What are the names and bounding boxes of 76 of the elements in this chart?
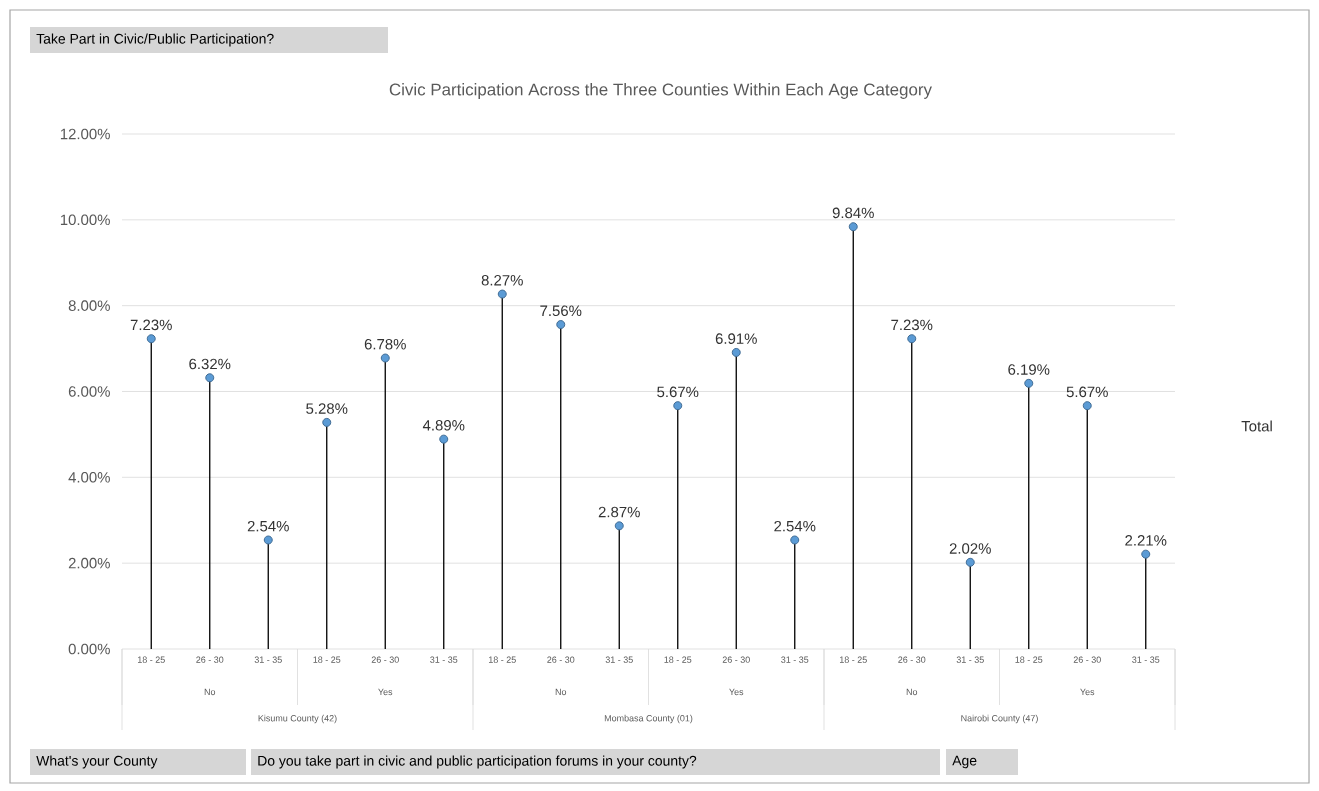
y-tick-label: 4.00% (68, 472, 110, 483)
chart-title: Civic Participation Across the Three Counties Within Each Age Category (389, 83, 932, 99)
y-tick-label: 10.00% (60, 214, 110, 226)
text: Age (952, 755, 977, 769)
point (146, 334, 156, 344)
text: Yes (1080, 688, 1095, 696)
x-tick-label: 31 - 35 (605, 656, 633, 663)
data-label: 2.54% (247, 520, 289, 532)
data-label: 5.67% (657, 386, 699, 398)
point (205, 373, 215, 383)
data-label: 6.32% (189, 358, 231, 370)
x-tick-label: 18 - 25 (488, 656, 516, 663)
x-tick-label: 31 - 35 (254, 656, 282, 663)
x-tick-label: 26 - 30 (371, 656, 399, 663)
point (848, 222, 858, 232)
data-label: 7.23% (891, 319, 933, 331)
x-tick-label: 31 - 35 (1132, 656, 1160, 663)
text: Yes (378, 688, 393, 696)
x-tick-label: 31 - 35 (956, 656, 984, 663)
point (263, 535, 273, 545)
point (1141, 549, 1151, 559)
y-tick-label: 6.00% (68, 386, 110, 397)
x-tick-label: 26 - 30 (196, 656, 224, 663)
point (556, 320, 566, 330)
point (790, 535, 800, 545)
point (380, 353, 390, 363)
text: Do you take part in civic and public participation forums in your county? (258, 755, 697, 769)
text: Take Part in Civic/Public Participation? (36, 33, 274, 47)
x-tick-label: 26 - 30 (1073, 656, 1101, 663)
x-tick-label: 18 - 25 (313, 656, 341, 663)
text: What's your County (36, 755, 158, 769)
x-tick-label: 26 - 30 (547, 656, 575, 663)
data-label: 5.28% (306, 403, 348, 414)
y-tick-label: 0.00% (68, 643, 110, 655)
data-label: 6.91% (715, 333, 757, 344)
point (439, 434, 449, 444)
x-tick-label: 18 - 25 (1015, 656, 1043, 663)
point (322, 417, 332, 427)
x-tick-label: 26 - 30 (722, 656, 750, 663)
text: No (906, 688, 918, 696)
data-label: 9.84% (832, 207, 874, 219)
x-tick-label: 31 - 35 (430, 656, 458, 663)
data-label: 6.78% (364, 338, 406, 350)
data-label: 2.02% (949, 543, 991, 554)
y-tick-label: 2.00% (68, 557, 110, 569)
text: No (555, 688, 567, 696)
point (614, 521, 624, 531)
data-label: 2.54% (774, 520, 816, 532)
x-tick-label: 31 - 35 (781, 656, 809, 663)
text: Kisumu County (42) (258, 714, 337, 724)
text: Yes (729, 688, 744, 696)
data-label: 2.87% (598, 506, 640, 518)
data-label: 5.67% (1066, 386, 1108, 398)
text: Total (1241, 420, 1272, 432)
data-label: 6.19% (1008, 364, 1050, 375)
point (907, 334, 917, 344)
x-tick-label: 26 - 30 (898, 656, 926, 663)
x-tick-label: 18 - 25 (839, 656, 867, 663)
x-tick-label: 18 - 25 (664, 656, 692, 663)
data-label: 2.21% (1125, 535, 1167, 546)
data-label: 4.89% (422, 420, 465, 431)
data-label: 7.56% (540, 305, 582, 317)
data-label: 7.23% (130, 319, 172, 331)
y-tick-label: 12.00% (60, 128, 110, 140)
point (965, 557, 975, 567)
point (673, 401, 683, 411)
data-label: 8.27% (481, 274, 523, 286)
point (497, 289, 507, 299)
text: No (204, 688, 216, 696)
x-tick-label: 18 - 25 (137, 656, 165, 663)
point (1082, 401, 1092, 411)
point (731, 347, 741, 357)
text: Nairobi County (47) (961, 714, 1038, 724)
text: Mombasa County (01) (604, 714, 693, 724)
point (1024, 378, 1034, 388)
y-tick-label: 8.00% (68, 300, 110, 311)
